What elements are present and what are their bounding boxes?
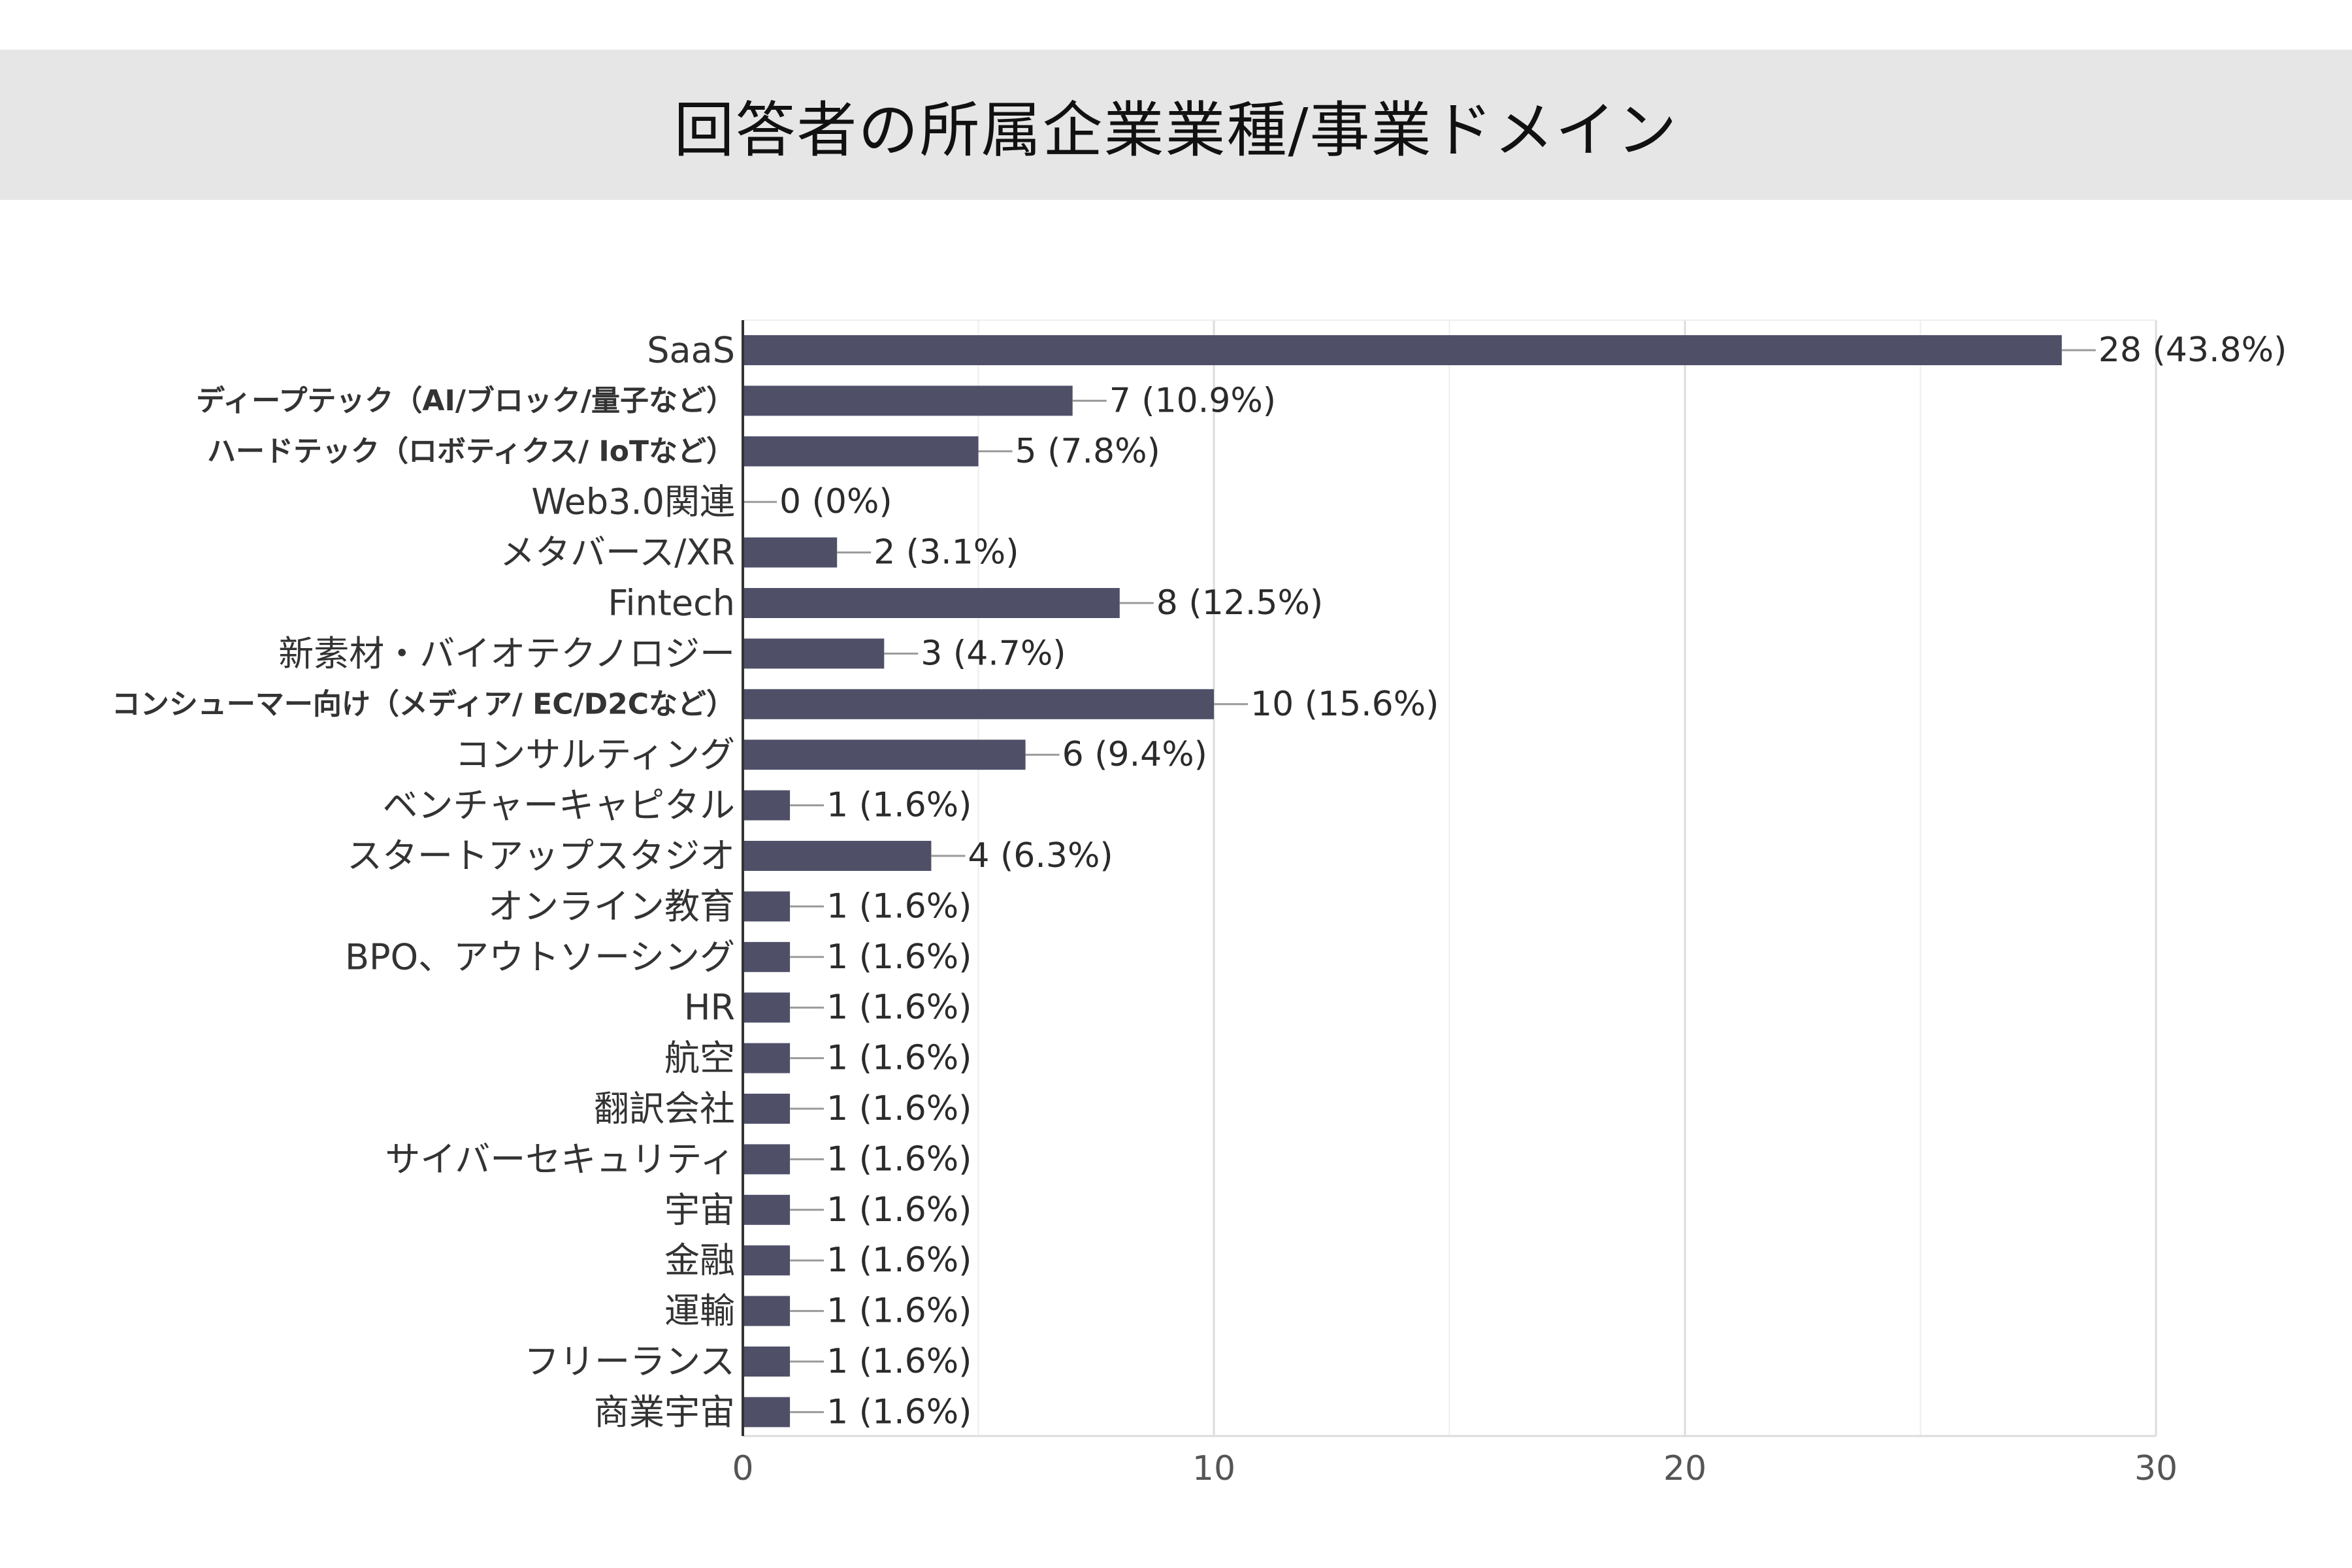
bar xyxy=(743,588,1120,618)
data-label: 8 (12.5%) xyxy=(1156,583,1323,623)
bar xyxy=(743,689,1214,719)
x-tick-label: 0 xyxy=(732,1449,753,1488)
data-label: 6 (9.4%) xyxy=(1062,735,1207,774)
data-label: 1 (1.6%) xyxy=(826,786,972,825)
data-label: 1 (1.6%) xyxy=(826,1089,972,1128)
bar xyxy=(743,385,1073,416)
category-label: 翻訳会社 xyxy=(594,1088,735,1130)
data-label: 1 (1.6%) xyxy=(826,1190,972,1230)
data-label: 1 (1.6%) xyxy=(826,988,972,1027)
category-label: ハードテック（ロボティクス/ IoTなど） xyxy=(207,434,735,468)
bar xyxy=(743,436,979,466)
bar xyxy=(743,1043,791,1073)
bar xyxy=(743,1245,791,1276)
category-label: SaaS xyxy=(647,330,735,371)
x-tick-label: 30 xyxy=(2134,1449,2178,1488)
data-label: 0 (0%) xyxy=(779,482,892,521)
bar xyxy=(743,335,2062,365)
category-label: HR xyxy=(684,987,735,1028)
data-label: 3 (4.7%) xyxy=(921,634,1066,673)
data-label: 1 (1.6%) xyxy=(826,1139,972,1179)
bar xyxy=(743,891,791,922)
data-label: 1 (1.6%) xyxy=(826,1392,972,1431)
category-label: 商業宇宙 xyxy=(594,1392,735,1433)
category-label: サイバーセキュリティ xyxy=(385,1139,735,1180)
data-label: 5 (7.8%) xyxy=(1015,432,1160,471)
category-label: Fintech xyxy=(608,583,735,624)
category-label: オンライン教育 xyxy=(488,886,735,927)
bar xyxy=(743,537,838,568)
category-label: メタバース/XR xyxy=(500,532,735,573)
category-label: ディープテック（AI/ブロック/量子など） xyxy=(196,384,735,417)
title-band: 回答者の所属企業業種/事業ドメイン xyxy=(0,50,2352,200)
data-label: 1 (1.6%) xyxy=(826,1241,972,1280)
category-label: 運輸 xyxy=(664,1290,735,1331)
category-label: フリーランス xyxy=(524,1341,735,1382)
data-label: 10 (15.6%) xyxy=(1250,685,1439,724)
bar xyxy=(743,841,932,871)
bars-layer xyxy=(743,335,2096,1428)
bar xyxy=(743,992,791,1023)
bar xyxy=(743,1397,791,1428)
x-tick-label: 10 xyxy=(1192,1449,1235,1488)
bar xyxy=(743,1347,791,1377)
category-label: 航空 xyxy=(664,1037,735,1079)
category-label: BPO、アウトソーシング xyxy=(345,936,735,977)
category-label: コンサルティング xyxy=(455,734,735,776)
x-tick-label: 20 xyxy=(1663,1449,1707,1488)
data-label: 1 (1.6%) xyxy=(826,1342,972,1381)
data-label: 1 (1.6%) xyxy=(826,1039,972,1078)
data-label: 1 (1.6%) xyxy=(826,1292,972,1331)
bar xyxy=(743,740,1026,770)
bar xyxy=(743,1144,791,1175)
category-label: 新素材・バイオテクノロジー xyxy=(278,633,735,674)
chart-title: 回答者の所属企業業種/事業ドメイン xyxy=(674,95,1678,165)
bar xyxy=(743,638,885,669)
axis-layer: 0 10 20 30 xyxy=(732,320,2178,1488)
data-label: 2 (3.1%) xyxy=(874,533,1019,572)
bar xyxy=(743,941,791,972)
bar xyxy=(743,1094,791,1124)
category-label: 金融 xyxy=(664,1240,735,1281)
category-label: コンシューマー向け（メディア/ EC/D2Cなど） xyxy=(112,687,735,721)
data-label: 1 (1.6%) xyxy=(826,938,972,977)
bar xyxy=(743,790,791,821)
bar xyxy=(743,1296,791,1326)
category-label: 宇宙 xyxy=(664,1189,735,1230)
category-label: スタートアップスタジオ xyxy=(347,836,735,877)
grid-layer xyxy=(743,319,2157,1437)
bar xyxy=(743,1194,791,1225)
data-label: 1 (1.6%) xyxy=(826,887,972,926)
category-label: Web3.0関連 xyxy=(531,482,735,523)
data-label: 4 (6.3%) xyxy=(968,836,1113,875)
labels-layer: 28 (43.8%) SaaS 7 (10.9%) ディープテック（AI/ブロック/量… xyxy=(112,330,2287,1433)
data-label: 28 (43.8%) xyxy=(2099,331,2287,370)
category-label: ベンチャーキャピタル xyxy=(383,785,735,826)
data-label: 7 (10.9%) xyxy=(1109,381,1276,420)
